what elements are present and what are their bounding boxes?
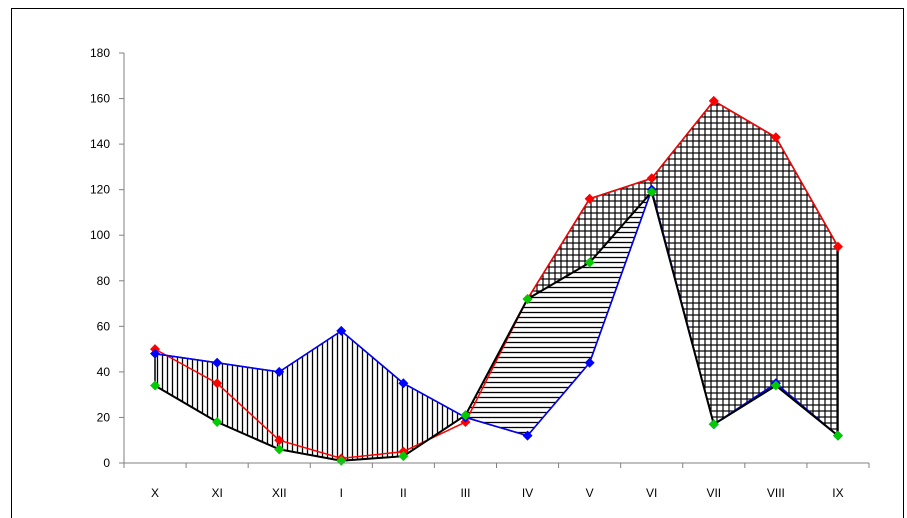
data-point-s2-II xyxy=(398,378,409,389)
x-tick-label: X xyxy=(151,486,159,500)
x-tick-label: V xyxy=(586,486,594,500)
x-tick-label: IV xyxy=(522,486,533,500)
data-point-s2-V xyxy=(584,357,595,368)
x-tick-label: XII xyxy=(272,486,287,500)
y-tick-label: 60 xyxy=(97,319,111,333)
data-point-s3-XII xyxy=(274,444,285,455)
data-point-s3-VII xyxy=(708,419,719,430)
data-point-s2-XI xyxy=(212,357,223,368)
hatched-band-crosshatch xyxy=(526,99,839,438)
data-point-s3-V xyxy=(584,257,595,268)
y-tick-label: 180 xyxy=(90,46,110,60)
x-tick-label: XI xyxy=(211,486,222,500)
data-point-s1-IX xyxy=(832,241,843,252)
data-point-s1-VII xyxy=(708,95,719,106)
data-point-s2-I xyxy=(336,325,347,336)
data-point-s3-VIII xyxy=(770,380,781,391)
y-tick-label: 80 xyxy=(97,274,111,288)
data-point-s1-VI xyxy=(646,173,657,184)
data-point-s3-XI xyxy=(212,417,223,427)
data-point-s3-II xyxy=(398,451,409,462)
data-point-s1-XII xyxy=(274,435,285,446)
hatched-band-vertical xyxy=(154,329,467,462)
data-point-s3-X xyxy=(150,380,161,391)
data-point-s1-V xyxy=(584,193,595,204)
data-point-s2-IV xyxy=(522,430,533,441)
y-tick-label: 120 xyxy=(90,183,110,197)
y-tick-label: 160 xyxy=(90,92,110,106)
x-tick-label: VIII xyxy=(767,486,785,500)
data-point-s2-X xyxy=(150,348,161,359)
y-tick-label: 100 xyxy=(90,228,110,242)
y-tick-label: 20 xyxy=(97,410,111,424)
chart-frame xyxy=(11,8,904,518)
data-point-s3-III xyxy=(460,410,471,421)
data-point-s1-VIII xyxy=(770,132,781,143)
series-line-1 xyxy=(154,99,839,460)
data-point-s1-XI xyxy=(212,378,223,389)
data-point-s3-IV xyxy=(522,294,533,304)
data-point-s3-VI xyxy=(646,186,657,197)
y-tick-label: 40 xyxy=(97,365,111,379)
outline-line xyxy=(154,189,839,462)
x-tick-label: VI xyxy=(646,486,657,500)
y-tick-label: 0 xyxy=(103,456,110,470)
x-tick-label: IX xyxy=(832,486,843,500)
data-point-s2-XII xyxy=(274,366,285,377)
y-tick-label: 140 xyxy=(90,137,110,151)
x-tick-label: III xyxy=(460,486,470,500)
x-tick-label: II xyxy=(400,486,407,500)
x-tick-label: I xyxy=(340,486,343,500)
data-point-s3-IX xyxy=(832,430,843,441)
x-tick-label: VII xyxy=(706,486,721,500)
